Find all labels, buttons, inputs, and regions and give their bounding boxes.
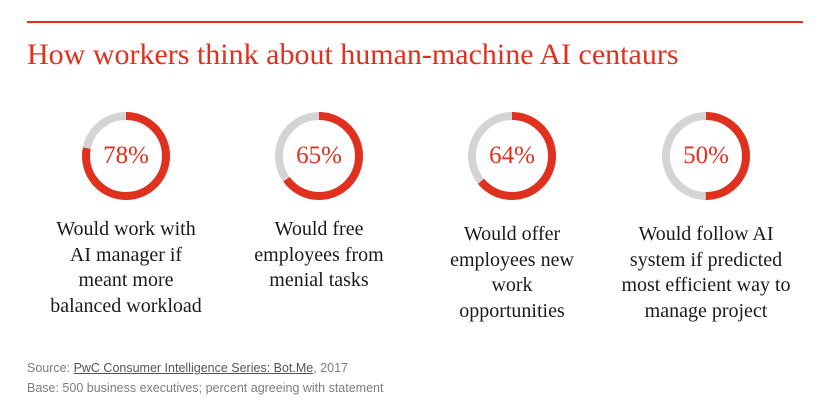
description-line: most efficient way to	[621, 274, 791, 296]
stat-description: Would offer employees new work opportuni…	[412, 222, 612, 324]
description-line: system if predicted	[629, 248, 783, 271]
stat-description: Would work with AI manager if meant more…	[26, 217, 226, 319]
description-line: AI manager if	[69, 243, 183, 266]
stat-description: Would free employees from menial tasks	[219, 217, 419, 294]
description-line: meant more	[78, 269, 174, 291]
donut-chart: 65%	[266, 103, 372, 209]
donut-svg	[662, 112, 750, 200]
source-prefix: Source:	[27, 361, 74, 375]
top-rule	[27, 21, 803, 23]
description-line: menial tasks	[269, 269, 369, 291]
donut-value-label: 64%	[489, 142, 535, 169]
description-line: Would work with	[56, 218, 196, 240]
donut-value-arc	[662, 112, 750, 200]
donut-chart: 78%	[73, 103, 179, 209]
base-note: Base: 500 business executives; percent a…	[27, 381, 384, 395]
chart-title: How workers think about human-machine AI…	[27, 38, 679, 71]
donut-svg	[82, 112, 170, 200]
description-line: manage project	[644, 299, 768, 322]
donut-value-label: 65%	[296, 142, 342, 169]
donut-value-label: 50%	[683, 142, 729, 169]
description-line: balanced workload	[50, 294, 202, 317]
description-line: work	[491, 274, 533, 296]
description-line: Would offer	[463, 223, 561, 245]
source-link[interactable]: PwC Consumer Intelligence Series: Bot.Me	[73, 361, 314, 375]
donut-chart: 50%	[653, 103, 759, 209]
description-line: Would free	[274, 218, 364, 240]
donut-svg	[468, 112, 556, 200]
donut-value-arc	[82, 112, 170, 200]
description-line: Would follow AI	[638, 223, 774, 245]
stat-description: Would follow AI system if predicted most…	[606, 222, 806, 324]
description-line: employees new	[450, 248, 574, 271]
source-note: Source: PwC Consumer Intelligence Series…	[27, 360, 348, 376]
donut-chart: 64%	[459, 103, 565, 209]
source-year: , 2017	[313, 361, 349, 375]
donut-value-arc	[275, 112, 363, 200]
donut-svg	[275, 112, 363, 200]
donut-value-arc	[468, 112, 556, 200]
donut-value-label: 78%	[103, 142, 149, 169]
description-line: opportunities	[459, 299, 565, 322]
description-line: employees from	[254, 243, 384, 266]
